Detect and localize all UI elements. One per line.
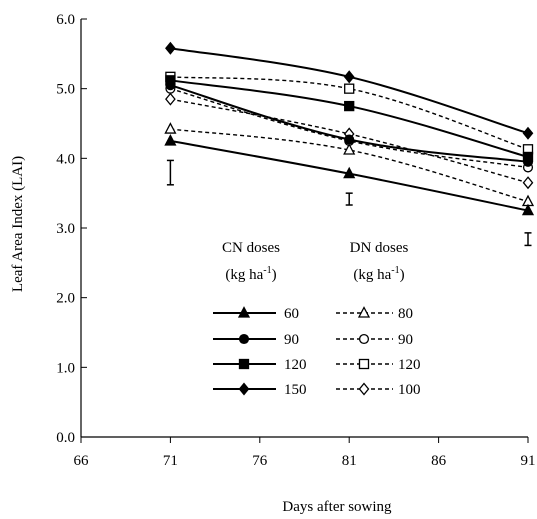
- point-cn-120: [344, 100, 355, 112]
- y-tick-label: 6.0: [56, 12, 75, 28]
- legend-marker: [238, 333, 250, 345]
- legend-items: 60 90 120 150 80 90 120 100: [213, 306, 421, 398]
- legend-label: 80: [398, 306, 413, 322]
- x-axis-title: Days after sowing: [282, 499, 392, 515]
- legend-label: 60: [284, 306, 299, 322]
- legend-marker: [358, 382, 370, 396]
- legend: CN doses (kg ha-1) DN doses (kg ha-1) 60…: [213, 240, 421, 398]
- y-tick-label: 1.0: [56, 360, 75, 376]
- series-markers: [164, 41, 535, 216]
- legend-dn-title: DN doses: [350, 240, 409, 256]
- point-dn-80: [164, 122, 177, 134]
- x-tick-label: 81: [342, 453, 357, 469]
- series-line-dn-90: [170, 87, 529, 169]
- x-tick-label: 86: [431, 453, 447, 469]
- legend-item-cn-60: 60: [213, 306, 299, 322]
- point-cn-90: [344, 134, 355, 145]
- point-cn-120: [522, 151, 534, 163]
- legend-item-dn-80: 80: [336, 306, 413, 322]
- point-cn-60: [343, 166, 356, 179]
- x-tick-label: 66: [74, 453, 90, 469]
- legend-marker: [358, 333, 370, 345]
- legend-label: 120: [284, 357, 307, 373]
- point-cn-150: [165, 41, 176, 55]
- error-bar: [524, 232, 532, 247]
- y-tick-label: 0.0: [56, 430, 75, 446]
- legend-label: 90: [284, 332, 299, 348]
- error-bar: [345, 192, 353, 206]
- legend-label: 90: [398, 332, 413, 348]
- legend-marker: [238, 358, 250, 370]
- legend-cn-unit: (kg ha-1): [225, 265, 276, 283]
- x-tick-label: 71: [163, 453, 178, 469]
- point-dn-120: [344, 83, 355, 94]
- legend-marker: [357, 306, 371, 318]
- y-tick-label: 3.0: [56, 221, 75, 237]
- point-cn-60: [521, 203, 535, 216]
- legend-marker: [238, 382, 250, 396]
- x-ticks: 66 71 76 81 86 91: [74, 437, 536, 469]
- y-axis-title: Leaf Area Index (LAI): [10, 156, 26, 292]
- error-bars: [166, 159, 532, 247]
- legend-label: 100: [398, 382, 421, 398]
- point-cn-60: [164, 134, 177, 146]
- series-line-dn-80: [170, 128, 529, 203]
- point-cn-150: [522, 126, 534, 140]
- legend-marker: [358, 358, 370, 370]
- y-tick-label: 2.0: [56, 291, 75, 307]
- point-dn-100: [522, 176, 534, 190]
- legend-item-cn-90: 90: [213, 332, 299, 348]
- x-tick-label: 76: [252, 453, 268, 469]
- legend-marker: [237, 306, 251, 318]
- point-dn-80: [343, 143, 356, 155]
- series-line-dn-120: [170, 76, 529, 150]
- point-cn-150: [343, 70, 355, 84]
- legend-item-dn-100: 100: [336, 382, 421, 398]
- legend-item-cn-150: 150: [213, 382, 307, 398]
- y-ticks: 0.0 1.0 2.0 3.0 4.0 5.0 6.0: [56, 12, 87, 446]
- legend-item-cn-120: 120: [213, 357, 307, 373]
- point-dn-100: [165, 92, 176, 106]
- error-bar: [166, 159, 174, 186]
- legend-label: 120: [398, 357, 421, 373]
- legend-dn-unit: (kg ha-1): [353, 265, 404, 283]
- legend-label: 150: [284, 382, 307, 398]
- x-tick-label: 91: [521, 453, 536, 469]
- legend-item-dn-120: 120: [336, 357, 421, 373]
- y-tick-label: 5.0: [56, 82, 75, 98]
- legend-cn-title: CN doses: [222, 240, 280, 256]
- point-cn-120: [165, 75, 176, 86]
- y-tick-label: 4.0: [56, 151, 75, 167]
- legend-item-dn-90: 90: [336, 332, 413, 348]
